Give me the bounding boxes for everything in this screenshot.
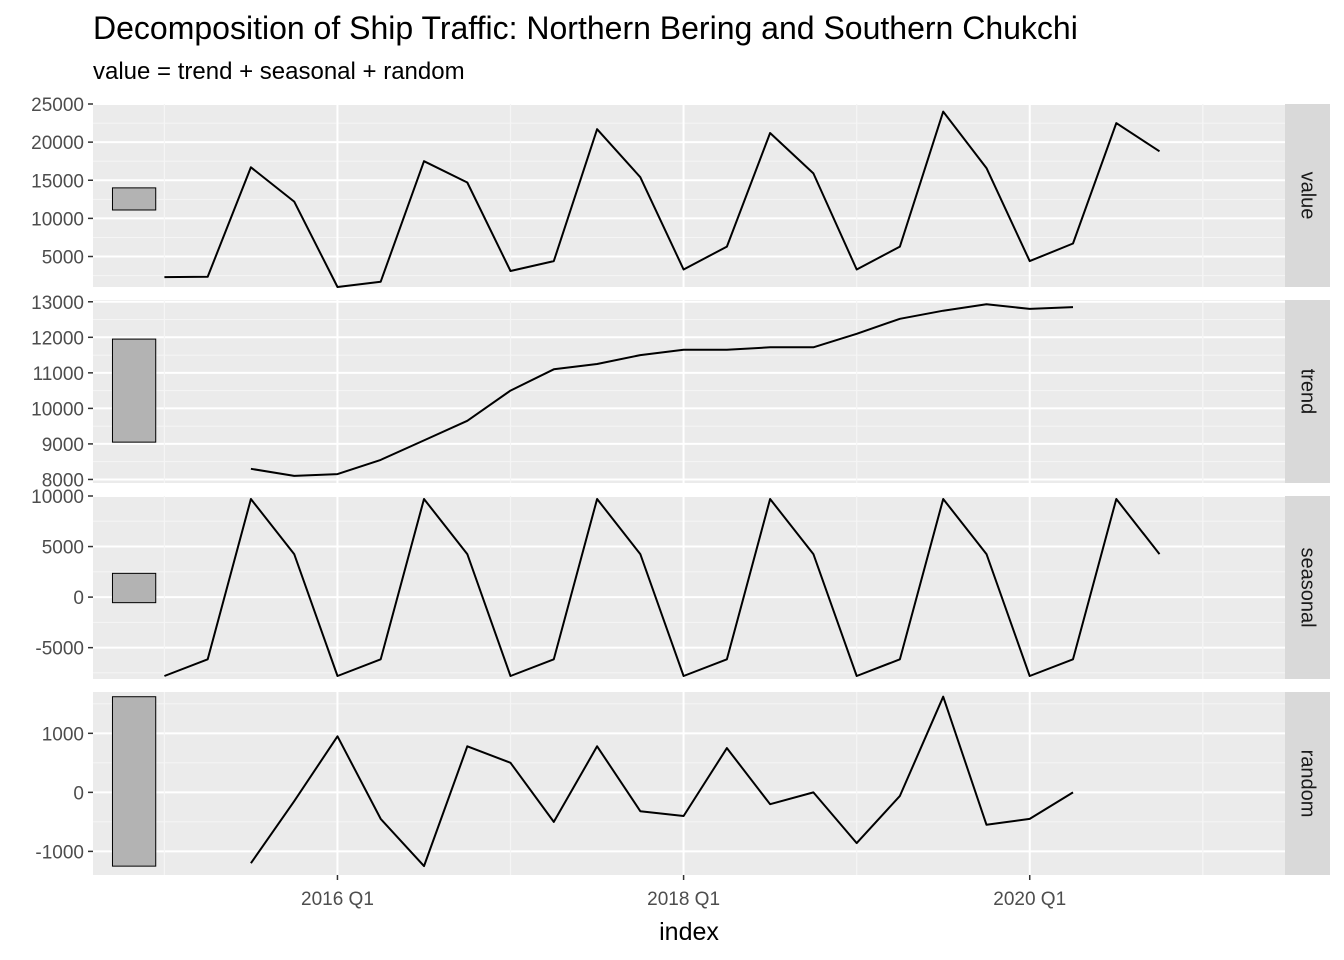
y-tick-label-seasonal: 10000 [31, 487, 84, 508]
x-axis-title: index [659, 918, 719, 946]
scale-bar-value [111, 187, 157, 211]
y-tick-label-trend: 8000 [42, 470, 84, 491]
facet-strip-trend [1285, 300, 1330, 483]
series-line-value [164, 110, 1161, 288]
panel-background-trend [93, 300, 1285, 483]
chart-subtitle: value = trend + seasonal + random [93, 58, 465, 85]
facet-strip-random [1285, 692, 1330, 875]
y-tick-label-value: 20000 [31, 133, 84, 154]
panel-background-value [93, 104, 1285, 287]
x-tick-label: 2018 Q1 [647, 889, 720, 910]
y-tick-label-seasonal: 0 [73, 588, 84, 609]
y-tick-label-trend: 10000 [31, 399, 84, 420]
panel-background-seasonal [93, 496, 1285, 679]
y-tick-label-trend: 9000 [42, 435, 84, 456]
facet-label-random: random [1297, 750, 1319, 818]
y-tick-label-random: -1000 [35, 842, 84, 863]
facet-label-trend: trend [1297, 369, 1319, 415]
y-tick-label-value: 25000 [31, 95, 84, 116]
facet-label-seasonal: seasonal [1297, 547, 1319, 627]
facet-label-value: value [1297, 172, 1319, 220]
series-line-random [250, 695, 1074, 868]
y-tick-label-seasonal: -5000 [35, 639, 84, 660]
y-tick-label-trend: 11000 [33, 364, 84, 385]
y-tick-label-value: 10000 [31, 209, 84, 230]
x-tick-label: 2016 Q1 [301, 889, 374, 910]
y-tick-label-random: 1000 [42, 724, 84, 745]
scale-bar-random [111, 696, 157, 867]
series-line-seasonal [164, 498, 1161, 677]
y-tick-label-random: 0 [73, 783, 84, 804]
panel-background-random [93, 692, 1285, 875]
scale-bar-trend [111, 338, 157, 443]
y-tick-label-seasonal: 5000 [42, 538, 84, 559]
facet-strip-value [1285, 104, 1330, 287]
x-tick-label: 2020 Q1 [993, 889, 1066, 910]
facet-strip-seasonal [1285, 496, 1330, 679]
y-tick-label-value: 15000 [31, 171, 84, 192]
chart-title: Decomposition of Ship Traffic: Northern … [93, 10, 1078, 46]
y-tick-label-trend: 13000 [31, 293, 84, 314]
series-line-trend [250, 303, 1074, 477]
y-tick-label-trend: 12000 [31, 328, 84, 349]
y-tick-label-value: 5000 [42, 248, 84, 269]
scale-bar-seasonal [111, 572, 157, 604]
